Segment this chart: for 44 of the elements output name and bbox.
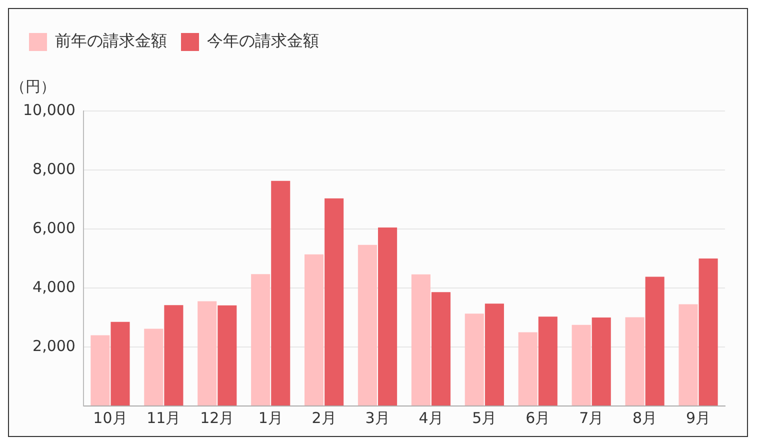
x-tick-label: 3月 — [365, 408, 390, 427]
bar — [464, 314, 484, 406]
bar — [251, 274, 270, 406]
bar — [625, 317, 644, 406]
x-tick-label: 12月 — [200, 408, 234, 427]
legend-label: 今年の請求金額 — [207, 31, 319, 50]
x-tick-label: 8月 — [632, 408, 658, 427]
legend-label: 前年の請求金額 — [55, 31, 167, 50]
x-tick-label: 5月 — [472, 408, 497, 427]
y-tick-label: 8,000 — [32, 160, 76, 178]
bar — [484, 304, 504, 406]
y-tick-label: 6,000 — [32, 218, 76, 237]
bar — [164, 305, 184, 406]
bar — [304, 254, 324, 406]
bar — [324, 198, 344, 406]
y-axis-title: （円） — [10, 77, 56, 96]
bar — [198, 301, 217, 406]
x-tick-label: 11月 — [146, 408, 181, 427]
bar — [411, 274, 430, 406]
bar — [538, 316, 558, 406]
x-tick-label: 1月 — [258, 408, 283, 427]
bar — [572, 324, 591, 406]
x-tick-label: 2月 — [312, 408, 336, 427]
bar — [358, 244, 378, 406]
bar — [90, 335, 110, 406]
y-tick-label: 4,000 — [32, 278, 76, 296]
bar — [144, 328, 164, 406]
bar — [518, 332, 538, 406]
y-tick-label: 2,000 — [32, 336, 76, 355]
x-tick-label: 6月 — [526, 408, 550, 427]
bar — [678, 304, 698, 406]
bar — [378, 228, 398, 406]
bar — [431, 292, 451, 406]
bar — [645, 276, 664, 406]
x-tick-label: 10月 — [93, 408, 128, 427]
y-tick-label: 10,000 — [22, 100, 76, 119]
x-tick-label: 7月 — [579, 408, 604, 427]
bar — [698, 258, 718, 406]
x-tick-label: 9月 — [686, 408, 711, 427]
bar — [218, 305, 237, 406]
bar — [592, 318, 611, 406]
bar — [110, 322, 130, 406]
bar — [271, 180, 290, 406]
x-tick-label: 4月 — [418, 408, 444, 427]
